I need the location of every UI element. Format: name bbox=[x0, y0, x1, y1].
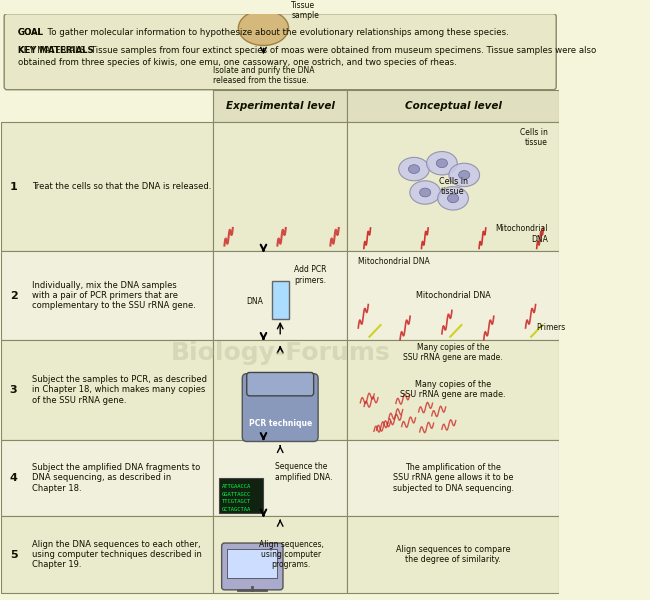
Text: Subject the amplified DNA fragments to
DNA sequencing, as described in
Chapter 1: Subject the amplified DNA fragments to D… bbox=[32, 463, 200, 493]
Text: Many copies of the
SSU rRNA gene are made.: Many copies of the SSU rRNA gene are mad… bbox=[400, 380, 506, 400]
Text: Biology-Forums: Biology-Forums bbox=[170, 341, 390, 365]
Text: 4: 4 bbox=[10, 473, 18, 483]
Text: TTCGTAGCT: TTCGTAGCT bbox=[222, 499, 251, 504]
Bar bbox=[272, 281, 289, 319]
FancyBboxPatch shape bbox=[247, 373, 314, 396]
Bar bbox=[227, 549, 278, 578]
Bar bbox=[1, 516, 213, 593]
Ellipse shape bbox=[459, 170, 470, 179]
Ellipse shape bbox=[437, 187, 469, 210]
Text: GGATTAGCC: GGATTAGCC bbox=[222, 491, 251, 497]
Bar bbox=[213, 516, 347, 593]
Bar bbox=[1, 122, 213, 251]
Ellipse shape bbox=[410, 181, 441, 204]
Text: PCR technique: PCR technique bbox=[248, 419, 312, 428]
Text: 5: 5 bbox=[10, 550, 18, 560]
Text: 3: 3 bbox=[10, 385, 18, 395]
Text: Align sequences,
using computer
programs.: Align sequences, using computer programs… bbox=[259, 539, 324, 569]
Text: KEY MATERIALS  Tissue samples from four extinct species of moas were obtained fr: KEY MATERIALS Tissue samples from four e… bbox=[18, 46, 596, 55]
Text: Subject the samples to PCR, as described
in Chapter 18, which makes many copies
: Subject the samples to PCR, as described… bbox=[32, 375, 207, 404]
Bar bbox=[347, 340, 559, 440]
Bar bbox=[347, 251, 559, 340]
Ellipse shape bbox=[449, 163, 480, 187]
Text: GOAL  To gather molecular information to hypothesize about the evolutionary rela: GOAL To gather molecular information to … bbox=[18, 28, 509, 37]
Ellipse shape bbox=[447, 194, 459, 203]
Ellipse shape bbox=[239, 10, 289, 46]
Bar bbox=[347, 440, 559, 516]
FancyBboxPatch shape bbox=[242, 374, 318, 442]
Text: KEY MATERIALS: KEY MATERIALS bbox=[18, 46, 94, 55]
Bar bbox=[347, 122, 559, 251]
FancyBboxPatch shape bbox=[222, 543, 283, 590]
Text: GOAL: GOAL bbox=[18, 28, 44, 37]
Text: Individually, mix the DNA samples
with a pair of PCR primers that are
complement: Individually, mix the DNA samples with a… bbox=[32, 281, 196, 310]
Bar bbox=[213, 122, 347, 251]
Text: Conceptual level: Conceptual level bbox=[404, 101, 502, 111]
Ellipse shape bbox=[420, 188, 431, 197]
Text: Align the DNA sequences to each other,
using computer techniques described in
Ch: Align the DNA sequences to each other, u… bbox=[32, 539, 202, 569]
Bar bbox=[1, 340, 213, 440]
Text: Sequence the
amplified DNA.: Sequence the amplified DNA. bbox=[274, 463, 332, 482]
Bar bbox=[213, 340, 347, 440]
Text: 2: 2 bbox=[10, 290, 18, 301]
FancyBboxPatch shape bbox=[4, 14, 556, 90]
Text: Many copies of the
SSU rRNA gene are made.: Many copies of the SSU rRNA gene are mad… bbox=[403, 343, 503, 362]
Text: Mitochondrial DNA: Mitochondrial DNA bbox=[358, 257, 430, 266]
Bar bbox=[213, 90, 347, 122]
Text: obtained from three species of kiwis, one emu, one cassowary, one ostrich, and t: obtained from three species of kiwis, on… bbox=[18, 58, 457, 67]
Text: Mitochondrial DNA: Mitochondrial DNA bbox=[416, 291, 491, 300]
Ellipse shape bbox=[398, 157, 430, 181]
Bar bbox=[1, 440, 213, 516]
Ellipse shape bbox=[426, 152, 457, 175]
Text: GCTAGCTAA: GCTAGCTAA bbox=[222, 507, 251, 512]
Text: Treat the cells so that the DNA is released.: Treat the cells so that the DNA is relea… bbox=[32, 182, 211, 191]
Text: 1: 1 bbox=[10, 182, 18, 191]
Bar bbox=[213, 251, 347, 340]
Bar bbox=[347, 90, 559, 122]
Bar bbox=[347, 516, 559, 593]
Text: Tissue
sample: Tissue sample bbox=[291, 1, 319, 20]
Text: Cells in
tissue: Cells in tissue bbox=[439, 177, 467, 196]
Text: Align sequences to compare
the degree of similarity.: Align sequences to compare the degree of… bbox=[396, 545, 510, 564]
Text: ATTGAACCA: ATTGAACCA bbox=[222, 484, 251, 489]
Text: Add PCR
primers.: Add PCR primers. bbox=[294, 265, 327, 285]
Ellipse shape bbox=[408, 165, 420, 173]
Text: The amplification of the
SSU rRNA gene allows it to be
subjected to DNA sequenci: The amplification of the SSU rRNA gene a… bbox=[393, 463, 514, 493]
Text: Mitochondrial
DNA: Mitochondrial DNA bbox=[495, 224, 548, 244]
Bar bbox=[219, 478, 263, 514]
Bar bbox=[1, 251, 213, 340]
Text: Isolate and purify the DNA
released from the tissue.: Isolate and purify the DNA released from… bbox=[213, 66, 315, 85]
Bar bbox=[213, 440, 347, 516]
Text: Cells in
tissue: Cells in tissue bbox=[520, 128, 548, 147]
Text: DNA: DNA bbox=[247, 297, 264, 306]
Ellipse shape bbox=[436, 159, 447, 167]
Text: Primers: Primers bbox=[537, 323, 566, 332]
Text: Experimental level: Experimental level bbox=[226, 101, 335, 111]
